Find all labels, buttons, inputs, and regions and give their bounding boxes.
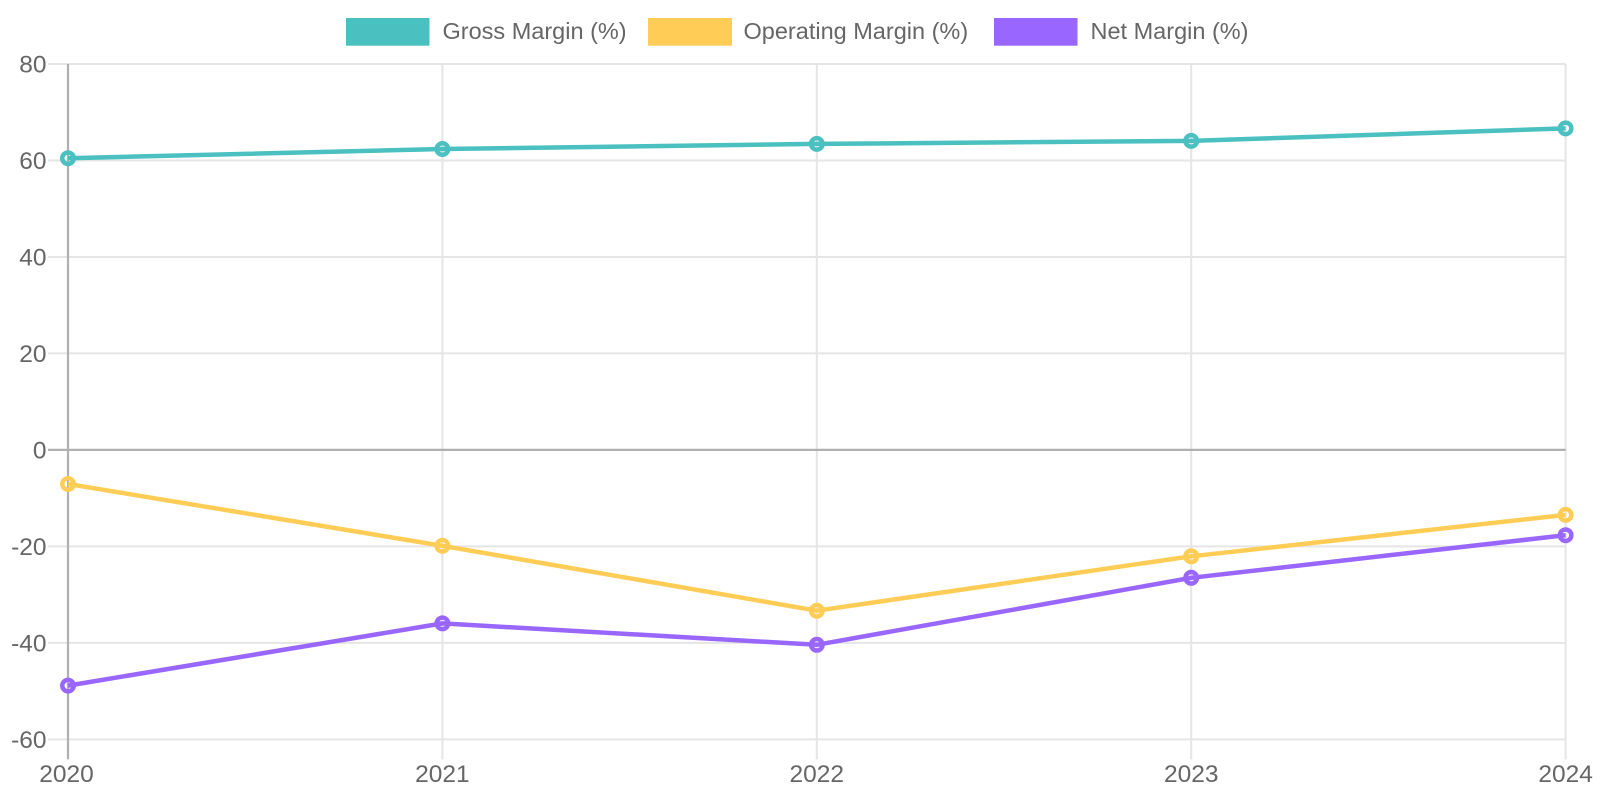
svg-text:-40: -40 (11, 630, 46, 657)
svg-text:Operating Margin (%): Operating Margin (%) (744, 18, 969, 44)
svg-text:2022: 2022 (790, 761, 845, 788)
svg-text:2024: 2024 (1538, 761, 1593, 788)
svg-text:2021: 2021 (415, 761, 470, 788)
svg-text:Gross Margin (%): Gross Margin (%) (443, 18, 627, 44)
svg-text:Net Margin (%): Net Margin (%) (1091, 18, 1249, 44)
svg-text:0: 0 (33, 437, 47, 464)
svg-text:2020: 2020 (39, 761, 94, 788)
svg-text:80: 80 (19, 52, 46, 79)
svg-text:-60: -60 (11, 727, 46, 754)
svg-text:-20: -20 (11, 534, 46, 561)
svg-text:20: 20 (19, 341, 46, 368)
svg-text:60: 60 (19, 148, 46, 175)
svg-text:2023: 2023 (1164, 761, 1219, 788)
svg-text:40: 40 (19, 245, 46, 272)
